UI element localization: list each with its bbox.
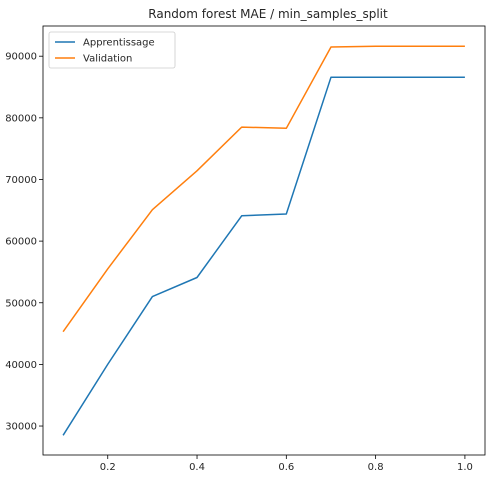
legend-label-validation: Validation	[83, 54, 132, 65]
y-tick-label: 90000	[5, 52, 37, 63]
y-tick-label: 40000	[5, 360, 37, 371]
y-tick-label: 60000	[5, 237, 37, 248]
x-tick-label: 0.6	[278, 462, 294, 473]
series-line-validation	[62, 45, 465, 333]
plot-area: 0.2 0.4 0.6 0.8 1.0 30000 40000 50000 60000 70000…	[5, 25, 486, 473]
series-line-apprentissage	[62, 76, 465, 436]
axes-frame	[42, 25, 486, 456]
x-tick-label: 0.4	[189, 462, 205, 473]
y-tick-label: 30000	[5, 422, 37, 433]
y-tick-label: 70000	[5, 175, 37, 186]
y-tick-label: 80000	[5, 113, 37, 124]
chart-title: Random forest MAE / min_samples_split	[148, 7, 388, 21]
legend-box	[48, 31, 176, 69]
x-tick-label: 0.8	[368, 462, 384, 473]
x-tick-label: 0.2	[100, 462, 116, 473]
legend-label-apprentissage: Apprentissage	[83, 38, 155, 49]
x-tick-label: 1.0	[457, 462, 473, 473]
y-tick-label: 50000	[5, 298, 37, 309]
